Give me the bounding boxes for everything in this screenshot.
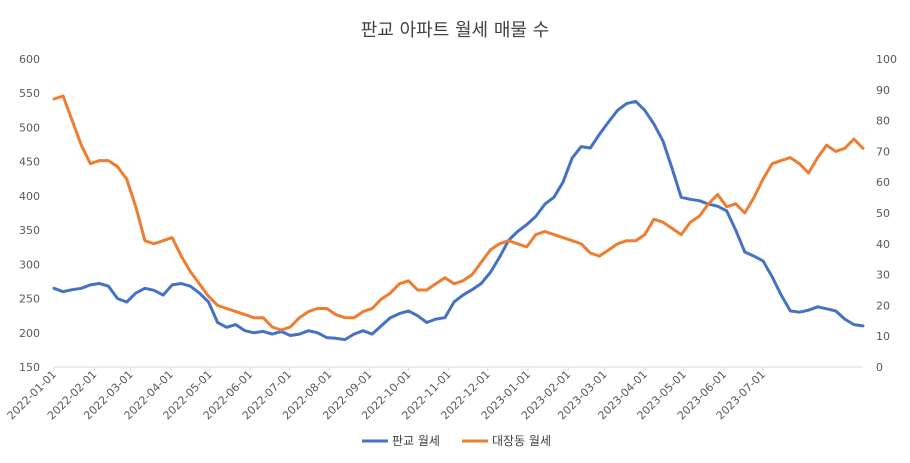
legend-label-daejang: 대장동 월세: [492, 434, 551, 448]
left-axis-tick-label: 450: [19, 156, 40, 169]
legend: 판교 월세 대장동 월세: [362, 434, 551, 448]
series-line-pangyo: [52, 99, 865, 342]
left-axis-tick-label: 250: [19, 293, 40, 306]
left-axis-tick-label: 150: [19, 361, 40, 374]
right-axis-tick-label: 60: [876, 176, 890, 189]
right-axis-tick-label: 90: [876, 84, 890, 97]
right-axis-tick-label: 20: [876, 299, 890, 312]
right-axis-tick-label: 80: [876, 115, 890, 128]
left-axis-tick-label: 500: [19, 121, 40, 134]
chart-title: 판교 아파트 월세 매물 수: [361, 20, 550, 41]
series-line-daejang: [52, 94, 865, 332]
left-axis-tick-label: 350: [19, 224, 40, 237]
left-axis-tick-label: 300: [19, 258, 40, 271]
right-axis-tick-label: 30: [876, 269, 890, 282]
right-axis-tick-label: 70: [876, 145, 890, 158]
right-axis-tick-label: 100: [876, 53, 897, 66]
left-axis-tick-label: 400: [19, 190, 40, 203]
right-axis-tick-label: 0: [876, 361, 883, 374]
right-axis-tick-label: 50: [876, 207, 890, 220]
right-axis-labels: 0 10 20 30 40 50 60 70 80 90 100: [876, 53, 897, 374]
left-axis-tick-label: 200: [19, 327, 40, 340]
right-axis-tick-label: 10: [876, 330, 890, 343]
series-lines: [52, 94, 865, 342]
left-axis-tick-label: 600: [19, 53, 40, 66]
left-axis-labels: 150 200 250 300 350 400 450 500 550 600: [19, 53, 40, 374]
legend-label-pangyo: 판교 월세: [392, 434, 440, 448]
left-axis-tick-label: 550: [19, 87, 40, 100]
right-axis-tick-label: 40: [876, 238, 890, 251]
